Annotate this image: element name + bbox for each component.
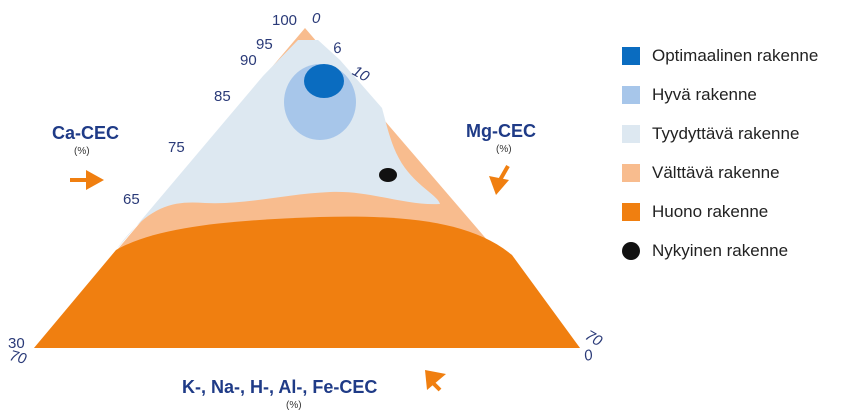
legend-label-poor: Huono rakenne <box>652 201 769 221</box>
legend-item-poor: Huono rakenne <box>622 192 859 231</box>
current-structure-marker <box>379 168 397 182</box>
poor-swatch <box>622 202 640 221</box>
ca-tick-90: 90 <box>240 52 257 69</box>
legend-item-good: Hyvä rakenne <box>622 75 859 114</box>
zone-poor <box>34 216 580 348</box>
optimal-swatch <box>622 46 640 65</box>
ca-tick-30: 30 <box>8 335 25 352</box>
mg-tick-10: 10 <box>349 62 373 85</box>
ca-tick-100: 100 <box>272 12 297 29</box>
k-direction-arrow-icon <box>425 370 446 392</box>
legend-label-current: Nykyinen rakenne <box>652 240 789 260</box>
legend-item-avoid: Välttävä rakenne <box>622 153 859 192</box>
mg-tick-0: 0 <box>312 10 321 27</box>
ca-tick-75: 75 <box>168 139 185 156</box>
legend-label-avoid: Välttävä rakenne <box>652 162 780 182</box>
ca-tick-85: 85 <box>214 88 231 105</box>
zone-optimal <box>304 64 344 98</box>
ca-tick-65: 65 <box>123 191 140 208</box>
legend-item-satisfactory: Tyydyttävä rakenne <box>622 114 859 153</box>
k-tick-0: 0 <box>582 346 595 365</box>
ca-axis-unit: (%) <box>74 146 90 157</box>
legend-label-good: Hyvä rakenne <box>652 84 757 104</box>
satisfactory-swatch <box>622 124 640 143</box>
mg-tick-70: 70 <box>582 327 606 350</box>
mg-direction-arrow-icon <box>489 165 510 195</box>
legend-item-current: Nykyinen rakenne <box>622 231 859 270</box>
legend: Optimaalinen rakenne Hyvä rakenne Tyydyt… <box>622 36 859 270</box>
k-tick-70: 70 <box>8 347 29 368</box>
legend-item-optimal: Optimaalinen rakenne <box>622 36 859 75</box>
legend-label-optimal: Optimaalinen rakenne <box>652 45 819 65</box>
mg-axis-title: Mg-CEC <box>466 121 536 141</box>
zone-satisfactory <box>116 40 440 250</box>
mg-axis-unit: (%) <box>496 144 512 155</box>
current-dot-icon <box>622 241 640 260</box>
ca-axis-title: Ca-CEC <box>52 123 119 143</box>
k-axis-unit: (%) <box>286 400 302 411</box>
ca-direction-arrow-icon <box>70 170 104 190</box>
legend-label-satisfactory: Tyydyttävä rakenne <box>652 123 800 143</box>
good-swatch <box>622 85 640 104</box>
k-axis-title: K-, Na-, H-, Al-, Fe-CEC <box>182 377 377 397</box>
ca-tick-95: 95 <box>256 36 273 53</box>
avoid-swatch <box>622 163 640 182</box>
